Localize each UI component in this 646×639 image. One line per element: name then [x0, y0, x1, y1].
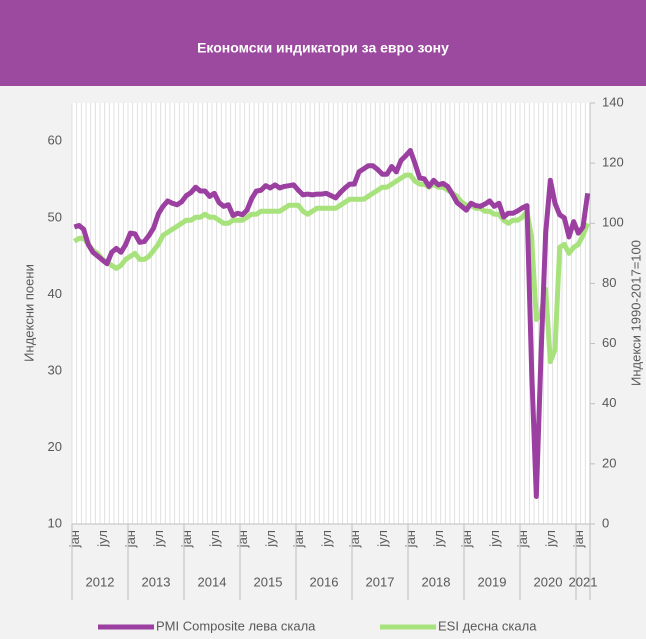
title-bar — [0, 0, 646, 86]
legend-label: PMI Composite лева скала — [156, 618, 316, 633]
x-tick-label: јан — [515, 530, 530, 548]
y2-tick-label: 100 — [602, 215, 624, 230]
x-tick-label: јул — [95, 530, 110, 548]
year-label: 2017 — [366, 574, 395, 589]
x-tick-label: јан — [235, 530, 250, 548]
year-label: 2013 — [142, 574, 171, 589]
year-label: 2012 — [86, 574, 115, 589]
x-tick-label: јан — [179, 530, 194, 548]
x-tick-label: јан — [403, 530, 418, 548]
chart-title: Економски индикатори за евро зону — [197, 40, 449, 56]
y2-axis-title: Индекси 1990-2017=100 — [628, 240, 643, 386]
y-tick-label: 30 — [48, 362, 62, 377]
year-label: 2014 — [198, 574, 227, 589]
x-tick-label: јул — [487, 530, 502, 548]
y2-tick-label: 40 — [602, 395, 616, 410]
y2-tick-label: 80 — [602, 275, 616, 290]
legend-label: ESI десна скала — [438, 618, 537, 633]
x-tick-label: јул — [375, 530, 390, 548]
year-label: 2015 — [254, 574, 283, 589]
y-axis-title: Индексни поени — [21, 264, 36, 362]
x-tick-label: јан — [67, 530, 82, 548]
y-tick-label: 20 — [48, 439, 62, 454]
x-tick-label: јан — [291, 530, 306, 548]
year-label: 2020 — [534, 574, 563, 589]
y-tick-label: 50 — [48, 209, 62, 224]
year-label: 2021 — [569, 574, 598, 589]
x-tick-label: јан — [459, 530, 474, 548]
x-tick-label: јул — [151, 530, 166, 548]
y2-tick-label: 140 — [602, 94, 624, 109]
plot-area — [72, 103, 590, 524]
x-tick-label: јан — [123, 530, 138, 548]
x-tick-label: јул — [207, 530, 222, 548]
y2-tick-label: 0 — [602, 515, 609, 530]
series-line — [73, 147, 591, 499]
year-label: 2018 — [422, 574, 451, 589]
x-tick-label: јул — [431, 530, 446, 548]
x-tick-label: јул — [543, 530, 558, 548]
y2-tick-label: 120 — [602, 155, 624, 170]
y-tick-label: 40 — [48, 286, 62, 301]
x-tick-label: јан — [571, 530, 586, 548]
year-label: 2016 — [310, 574, 339, 589]
y2-tick-label: 20 — [602, 455, 616, 470]
x-tick-label: јул — [263, 530, 278, 548]
y-tick-label: 60 — [48, 133, 62, 148]
y2-tick-label: 60 — [602, 335, 616, 350]
x-tick-label: јул — [319, 530, 334, 548]
year-label: 2019 — [478, 574, 507, 589]
y-tick-label: 10 — [48, 515, 62, 530]
x-tick-label: јан — [347, 530, 362, 548]
